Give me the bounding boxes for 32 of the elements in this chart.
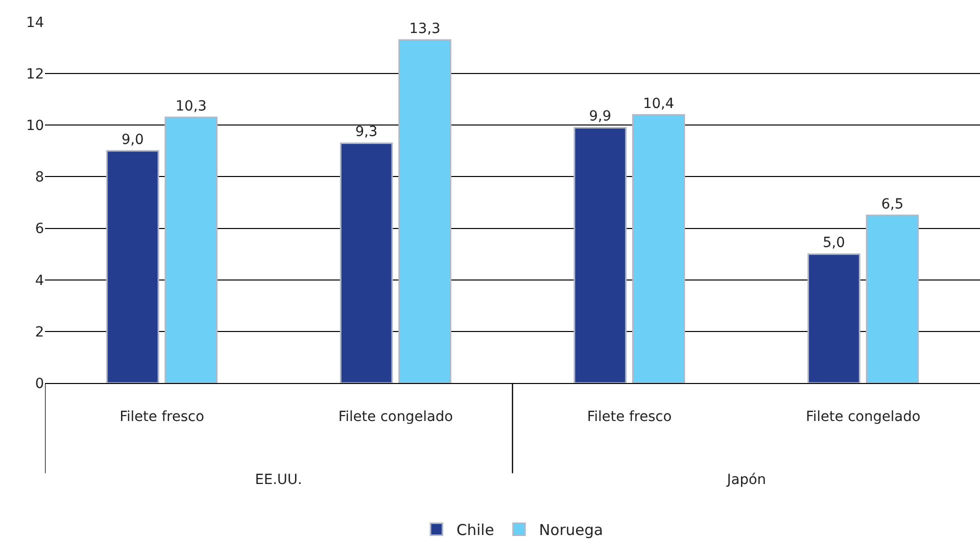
y-tick-label: 6 [35, 221, 44, 238]
bar [866, 214, 919, 383]
x-tick-label: Filete fresco [587, 408, 672, 425]
y-tick-label: 2 [35, 324, 44, 340]
bar [340, 142, 393, 383]
y-tick-label: 4 [35, 272, 44, 289]
data-label: 13,3 [409, 21, 440, 38]
data-label: 6,5 [881, 196, 904, 212]
y-tick-label: 0 [35, 376, 44, 392]
data-label: 5,0 [822, 235, 846, 252]
bar [807, 253, 860, 383]
y-tick-label: 10 [26, 118, 44, 134]
bar [574, 126, 627, 383]
data-label: 9,3 [355, 124, 378, 140]
data-label: 9,0 [122, 132, 144, 148]
x-tick-label: Filete fresco [120, 408, 204, 425]
data-label: 10,3 [176, 98, 207, 114]
y-tick-label: 8 [35, 170, 44, 186]
data-label: 10,4 [642, 96, 674, 112]
data-label: 9,9 [589, 108, 612, 125]
y-tick-label: 14 [26, 14, 44, 31]
text: Japón [726, 472, 766, 488]
y-tick-label: 12 [26, 66, 44, 82]
bar [398, 39, 452, 383]
legend-label: Chile [456, 521, 494, 540]
bar [164, 116, 218, 383]
bar [632, 114, 686, 383]
legend-label: Noruega [539, 521, 604, 540]
x-tick-label: Filete congelado [338, 408, 453, 425]
bar [106, 150, 160, 383]
text: EE.UU. [255, 472, 302, 488]
x-tick-label: Filete congelado [806, 408, 920, 425]
